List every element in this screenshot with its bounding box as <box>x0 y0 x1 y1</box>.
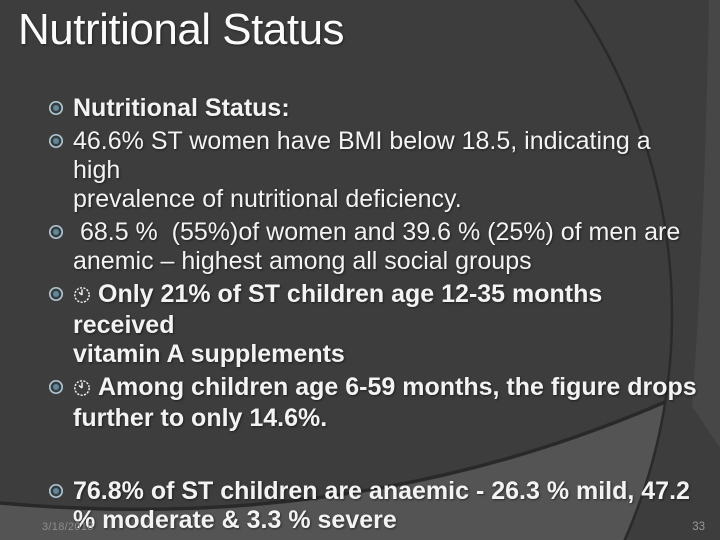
bullet-item: 76.8% of ST children are anaemic - 26.3 … <box>48 477 698 535</box>
bullet-text: Only 21% of ST children age 12-35 months… <box>73 280 603 368</box>
radio-bullet-icon <box>48 94 73 121</box>
bullet-text: 76.8% of ST children are anaemic - 26.3 … <box>73 477 690 534</box>
clock-icon <box>73 375 91 404</box>
page-number: 33 <box>692 521 705 533</box>
bullet-list: Nutritional Status: 46.6% ST women have … <box>48 94 698 539</box>
bullet-text-wrap: Nutritional Status: <box>73 94 290 123</box>
bullet-text: 46.6% ST women have BMI below 18.5, indi… <box>73 127 651 213</box>
bullet-text-wrap: 46.6% ST women have BMI below 18.5, indi… <box>73 127 698 214</box>
bullet-text: Among children age 6-59 months, the figu… <box>73 373 697 432</box>
bullet-text: Nutritional Status: <box>73 94 290 122</box>
radio-bullet-icon <box>48 373 73 400</box>
bullet-text-wrap: Among children age 6-59 months, the figu… <box>73 373 697 433</box>
clock-icon <box>73 282 91 311</box>
bullet-text-wrap: Only 21% of ST children age 12-35 months… <box>73 280 698 369</box>
bullet-item: Nutritional Status: <box>48 94 698 123</box>
radio-bullet-icon <box>48 218 73 245</box>
bullet-item: Among children age 6-59 months, the figu… <box>48 373 698 433</box>
radio-bullet-icon <box>48 477 73 504</box>
bullet-item: 46.6% ST women have BMI below 18.5, indi… <box>48 127 698 214</box>
footer-date: 3/18/2018 <box>42 521 94 533</box>
bullet-text: 68.5 % (55%)of women and 39.6 % (25%) of… <box>73 218 681 275</box>
bullet-text-wrap: 68.5 % (55%)of women and 39.6 % (25%) of… <box>73 218 680 276</box>
page-title: Nutritional Status <box>18 5 345 54</box>
bullet-item: Only 21% of ST children age 12-35 months… <box>48 280 698 369</box>
radio-bullet-icon <box>48 127 73 154</box>
bullet-text-wrap: 76.8% of ST children are anaemic - 26.3 … <box>73 477 690 535</box>
bullet-item: 68.5 % (55%)of women and 39.6 % (25%) of… <box>48 218 698 276</box>
radio-bullet-icon <box>48 280 73 307</box>
